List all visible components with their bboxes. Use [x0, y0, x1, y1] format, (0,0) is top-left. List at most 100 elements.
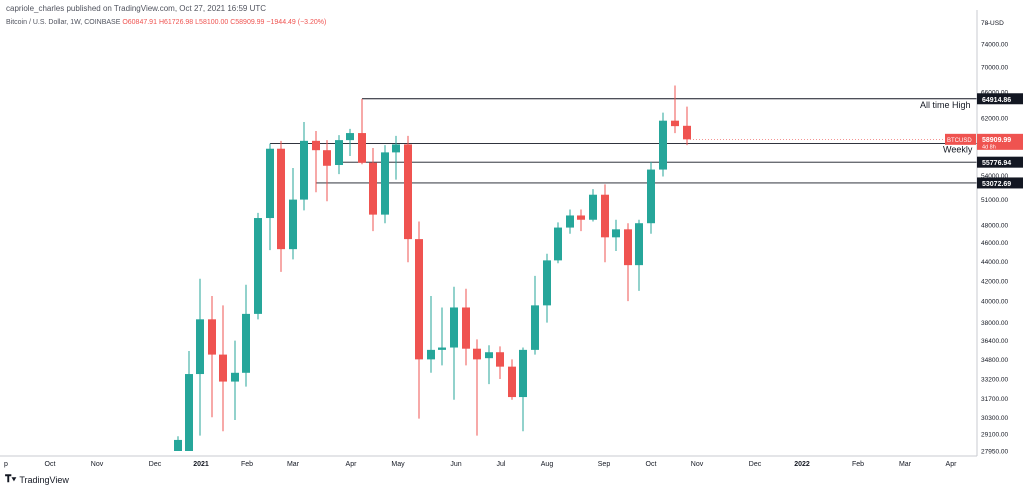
candle-body	[589, 194, 597, 220]
y-tick-label: 70000.00	[981, 65, 1008, 72]
ohlc-high: H61726.98	[158, 19, 194, 26]
x-tick-label: Dec	[149, 461, 162, 468]
y-tick-label: 31700.00	[981, 396, 1008, 403]
candle	[415, 221, 423, 419]
y-tick-label: 74000.00	[981, 42, 1008, 49]
y-tick-label: 34800.00	[981, 357, 1008, 364]
x-tick-label: Oct	[646, 461, 657, 468]
x-tick-label: Aug	[541, 461, 554, 468]
candle-body	[554, 227, 562, 261]
candle-body	[242, 313, 250, 373]
candle-body	[381, 152, 389, 215]
symbol-tag-label: BTCUSD	[947, 138, 972, 144]
time-axis[interactable]: p Oct Nov Dec 2021 Feb Mar Apr May Jun Jul Aug Sep Oc…	[4, 461, 957, 468]
publisher-line: capriole_charles published on TradingVie…	[6, 4, 267, 13]
candle-body	[289, 199, 297, 250]
x-tick-label: Dec	[749, 461, 762, 468]
countdown-label: 4d 8h	[982, 144, 996, 150]
tradingview-brand: TradingView	[19, 474, 69, 485]
candle-body	[266, 148, 274, 219]
candle	[543, 253, 551, 323]
ohlc-change: −1944.49 (−3.20%)	[266, 19, 327, 26]
x-tick-label: 2022	[794, 461, 810, 468]
x-tick-label: Sep	[598, 461, 611, 468]
y-tick-label: 62000.00	[981, 115, 1008, 122]
candle-body	[566, 215, 574, 228]
candle	[289, 168, 297, 260]
level-tag	[977, 93, 1023, 105]
candle-body	[635, 223, 643, 266]
ohlc-close: C58909.99	[230, 19, 265, 26]
candle	[566, 209, 574, 234]
candle	[612, 219, 620, 251]
candle-body	[601, 194, 609, 238]
candle	[346, 128, 354, 157]
candle	[438, 307, 446, 366]
candle-body	[369, 162, 377, 215]
y-tick-label: 46000.00	[981, 240, 1008, 247]
candle-body	[543, 260, 551, 306]
candle-body	[485, 352, 493, 359]
y-tick-label: 40000.00	[981, 299, 1008, 306]
candle	[485, 345, 493, 385]
candles	[174, 85, 691, 451]
level-tag-label: 55776.94	[982, 160, 1011, 167]
candle-body	[323, 150, 331, 166]
candle	[601, 184, 609, 263]
candle-body	[612, 229, 620, 238]
candle-body	[671, 120, 679, 127]
candle	[462, 288, 470, 366]
symbol-legend[interactable]: Bitcoin / U.S. Dollar, 1W, COINBASE O608…	[6, 19, 326, 26]
candle	[174, 436, 182, 451]
candle	[671, 85, 679, 134]
candle-body	[208, 319, 216, 355]
ohlc-open: O60847.91	[122, 19, 157, 26]
candle	[659, 112, 667, 177]
candle	[266, 143, 274, 251]
candle-body	[185, 374, 193, 451]
x-tick-label: p	[4, 461, 8, 468]
candle	[519, 347, 527, 432]
y-tick-label: 27950.00	[981, 449, 1008, 456]
y-tick-label: 38000.00	[981, 320, 1008, 327]
candle-body	[346, 133, 354, 141]
x-tick-label: Mar	[899, 461, 912, 468]
y-tick-label: 42000.00	[981, 278, 1008, 285]
candle	[219, 305, 227, 432]
candle	[404, 135, 412, 263]
candle-body	[450, 307, 458, 348]
candle-body	[577, 215, 585, 220]
candle	[554, 222, 562, 264]
candle	[647, 162, 655, 234]
x-tick-label: May	[391, 461, 405, 468]
level-tag	[977, 156, 1023, 168]
tradingview-footer[interactable]: 𝐓▾ TradingView	[5, 474, 69, 485]
x-tick-label: Feb	[241, 461, 253, 468]
tradingview-logo-icon: 𝐓▾	[5, 474, 17, 485]
candle-body	[404, 144, 412, 240]
horizontal-levels	[270, 98, 977, 184]
candle-body	[392, 144, 400, 153]
annotation-text: All time High	[920, 100, 971, 110]
candle	[392, 135, 400, 180]
annotations: All time High Weekly	[920, 100, 973, 155]
candle	[185, 351, 193, 451]
candle-body	[462, 307, 470, 349]
y-tick-label: 48000.00	[981, 222, 1008, 229]
candle-body	[335, 140, 343, 166]
candle	[683, 106, 691, 146]
candle	[427, 295, 435, 373]
x-tick-label: Oct	[45, 461, 56, 468]
candle-body	[496, 352, 504, 367]
candle-body	[473, 348, 481, 360]
current-price-label: 58909.99	[982, 137, 1011, 144]
candle-body	[508, 366, 516, 398]
current-price-tag	[977, 133, 1023, 150]
ohlc-low: L58100.00	[195, 19, 229, 26]
y-tick-label: 51000.00	[981, 197, 1008, 204]
candle	[496, 346, 504, 380]
candle	[369, 148, 377, 232]
candle-body	[531, 305, 539, 350]
x-tick-label: Nov	[91, 461, 104, 468]
